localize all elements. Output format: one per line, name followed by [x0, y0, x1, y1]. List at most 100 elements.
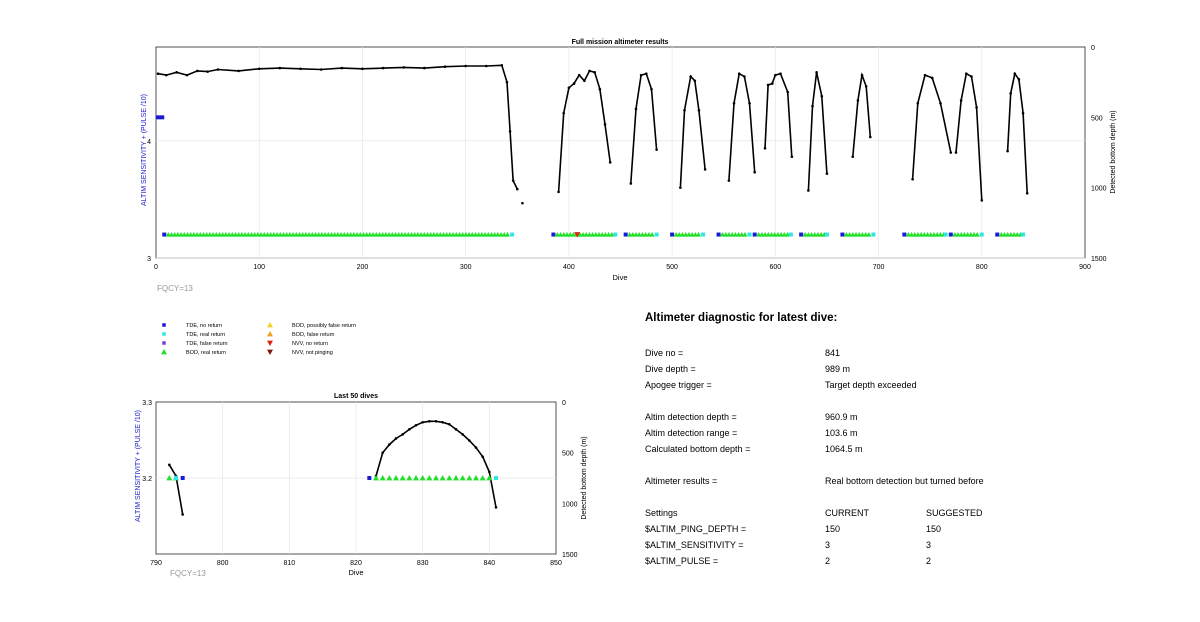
top-depth-point: [864, 85, 868, 88]
top-tde-real-return: [1021, 232, 1026, 237]
top-chart-title: Full mission altimeter results: [572, 39, 669, 46]
top-depth-point: [679, 186, 682, 189]
bottom-bod-real-return: [459, 475, 466, 481]
top-depth-point: [1021, 111, 1025, 115]
bottom-depth-point: [454, 428, 458, 431]
bottom-x-tick-label: 820: [350, 560, 362, 567]
bottom-x-tick-label: 840: [483, 560, 495, 567]
legend-label: BOD, possibly false return: [292, 323, 356, 329]
legend-square-marker: [162, 323, 166, 327]
top-depth-point: [753, 170, 756, 174]
bottom-tde-no-return: [180, 476, 185, 480]
top-tde-real-return: [979, 232, 984, 237]
top-depth-line: [911, 74, 952, 180]
bottom-depth-point: [481, 455, 484, 459]
bottom-bod-real-return: [486, 475, 493, 481]
top-chart: 0 100 200 300 400 500 600 700 800 900 34 05001000…: [141, 39, 1117, 293]
top-depth-point: [697, 109, 701, 112]
top-tde-no-return: [902, 232, 907, 237]
top-depth-point: [650, 87, 653, 91]
top-y-left-tick-label: 3: [147, 256, 151, 263]
top-depth-point: [856, 99, 860, 102]
setting-current: 2: [825, 556, 831, 566]
top-depth-point: [693, 79, 697, 83]
bottom-chart: 790 800 810 820 830 840 850 3.3 3.2 0 500 1000 150…: [135, 393, 588, 578]
setting-current: 150: [825, 524, 841, 534]
top-depth-line: [955, 72, 983, 201]
top-depth-point: [748, 101, 751, 105]
setting-name: $ALTIM_PULSE =: [645, 556, 719, 566]
bottom-y-right-tick-label: 1000: [562, 501, 578, 508]
top-tde-no-return: [716, 232, 721, 237]
results-label: Altimeter results =: [645, 476, 718, 486]
top-depth-point: [237, 69, 240, 73]
bottom-bod-real-return: [426, 475, 433, 481]
top-depth-point: [577, 73, 581, 77]
bottom-fqcy-note: FQCY=13: [170, 569, 206, 578]
bottom-bod-real-return: [419, 475, 426, 481]
top-depth-point: [949, 151, 953, 154]
bottom-chart-title: Last 50 dives: [334, 393, 378, 400]
setting-suggested: 2: [926, 556, 932, 566]
bottom-marks: [166, 419, 498, 516]
legend-label: NVV, no return: [292, 341, 328, 347]
bottom-tde-no-return: [367, 476, 372, 480]
bottom-bod-real-return: [453, 475, 459, 481]
top-depth-point: [562, 111, 566, 115]
top-y-left-ticks: 34: [147, 139, 151, 263]
bottom-depth-point: [401, 433, 404, 436]
top-depth-point: [807, 189, 810, 192]
bottom-depth-point: [474, 446, 478, 449]
top-depth-point: [629, 182, 633, 185]
top-depth-point: [299, 67, 302, 71]
top-marks: [156, 63, 1029, 238]
dive-no-value: 841: [825, 348, 841, 358]
top-tde-no-return: [799, 232, 804, 237]
top-depth-point: [402, 66, 406, 69]
calc-depth-label: Calculated bottom depth =: [645, 444, 751, 454]
top-x-tick-label: 500: [666, 264, 678, 271]
top-depth-point: [954, 151, 958, 154]
top-depth-point: [340, 66, 344, 70]
top-depth-point: [195, 69, 199, 73]
legend-triangle-up-marker: [267, 322, 273, 328]
top-depth-point: [278, 66, 282, 70]
legend: TDE, no return TDE, real return TDE, false…: [161, 322, 356, 356]
bottom-y-right-tick-label: 0: [562, 400, 566, 407]
top-depth-point: [683, 109, 686, 112]
top-y-right-ticks: 0 500 1000 1500: [1091, 45, 1107, 263]
top-depth-point: [603, 123, 607, 126]
top-depth-point: [868, 135, 872, 139]
det-range-value: 103.6 m: [825, 428, 858, 438]
top-depth-point: [505, 80, 509, 84]
top-tde-no-return: [995, 232, 1000, 237]
bottom-depth-point: [394, 437, 398, 440]
top-depth-point: [763, 146, 767, 150]
legend-triangle-down-marker: [267, 340, 273, 346]
top-depth-point: [361, 67, 364, 71]
bottom-bod-real-return: [379, 475, 386, 481]
bottom-bod-real-return: [446, 475, 453, 481]
top-depth-point: [1025, 191, 1029, 195]
top-depth-point: [860, 73, 864, 77]
top-x-axis-label: Dive: [612, 273, 627, 282]
bottom-depth-point: [414, 424, 418, 427]
legend-triangle-down-marker: [267, 349, 273, 355]
top-bod-real-return: [784, 231, 791, 237]
apogee-value: Target depth exceeded: [825, 380, 917, 390]
top-depth-point: [175, 71, 178, 74]
diagnostic-panel: Altimeter diagnostic for latest dive: Di…: [645, 312, 1165, 566]
top-x-tick-label: 400: [563, 264, 575, 271]
top-depth-point: [1013, 72, 1017, 76]
top-depth-point: [1017, 78, 1021, 81]
top-x-tick-label: 600: [769, 264, 781, 271]
top-depth-point: [815, 71, 818, 74]
top-depth-point: [786, 90, 790, 94]
bottom-x-tick-label: 830: [417, 560, 429, 567]
top-depth-point: [593, 71, 596, 74]
top-y-right-tick-label: 1000: [1091, 186, 1107, 193]
top-bod-real-return: [695, 231, 702, 237]
top-depth-point: [485, 64, 488, 68]
legend-label: NVV, not pinging: [292, 350, 333, 356]
